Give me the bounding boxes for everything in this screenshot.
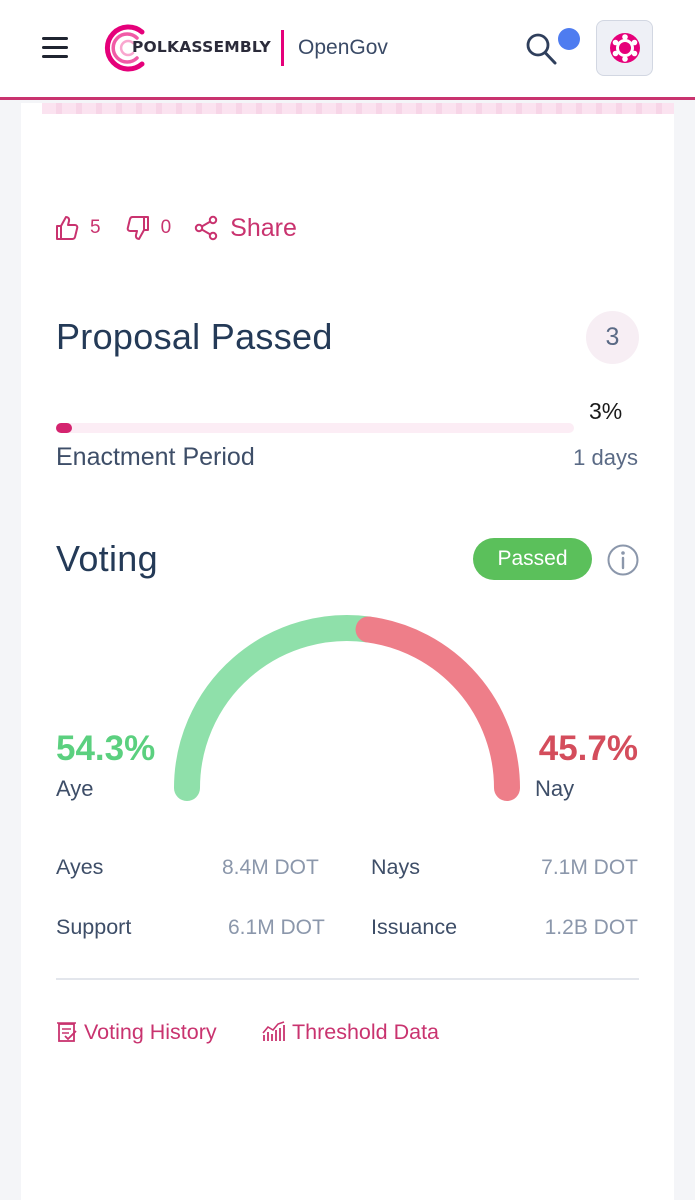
nay-percent: 45.7% (538, 729, 638, 768)
enactment-progress-fill (56, 423, 72, 433)
brand-divider (281, 30, 284, 66)
enactment-progress-bar (56, 423, 574, 433)
voting-history-link[interactable]: Voting History (56, 1018, 217, 1046)
polkassembly-logo-icon[interactable] (102, 22, 152, 74)
nay-label: Nay (535, 776, 575, 801)
enactment-period-days: 1 days (573, 445, 638, 470)
ayes-value: 8.4M DOT (222, 856, 319, 879)
network-selector-button[interactable] (596, 20, 653, 76)
sub-brand-label: OpenGov (298, 36, 388, 59)
ayes-label: Ayes (56, 855, 104, 879)
vote-gauge (174, 615, 520, 801)
thumbs-down-icon (126, 216, 149, 240)
like-button[interactable]: 5 (55, 215, 101, 241)
status-count-badge: 3 (586, 311, 639, 364)
aye-percent: 54.3% (56, 729, 156, 768)
voting-history-label: Voting History (84, 1019, 217, 1044)
voting-status-badge: Passed (473, 538, 592, 580)
search-icon[interactable] (524, 30, 558, 66)
proposal-status-title: Proposal Passed (56, 316, 333, 357)
polkadot-network-icon (609, 33, 640, 63)
nays-value: 7.1M DOT (541, 856, 638, 879)
like-count: 5 (90, 217, 101, 238)
reactions-bar: 5 0 Share (55, 213, 297, 243)
issuance-value: 1.2B DOT (544, 916, 638, 939)
decorative-strip (42, 103, 674, 114)
menu-icon[interactable] (42, 37, 68, 59)
notification-dot (558, 28, 580, 50)
nays-label: Nays (371, 855, 420, 879)
dislike-button[interactable]: 0 (126, 215, 172, 241)
threshold-data-link[interactable]: Threshold Data (262, 1018, 439, 1046)
support-label: Support (56, 915, 132, 939)
issuance-label: Issuance (371, 915, 458, 939)
enactment-period-label: Enactment Period (56, 443, 255, 471)
threshold-data-label: Threshold Data (292, 1019, 439, 1044)
support-value: 6.1M DOT (228, 916, 325, 939)
nay-arc (355, 616, 520, 801)
share-button[interactable]: Share (194, 214, 297, 243)
threshold-chart-icon (262, 1021, 285, 1041)
aye-arc (174, 615, 382, 801)
share-label: Share (230, 213, 297, 242)
enactment-progress-percent: 3% (589, 398, 623, 424)
info-icon[interactable] (606, 543, 640, 577)
brand-name: POLKASSEMBLY (132, 38, 271, 56)
voting-title: Voting (56, 538, 158, 579)
share-icon (194, 215, 218, 241)
aye-label: Aye (56, 776, 94, 801)
voting-history-icon (57, 1022, 77, 1042)
proposal-sidebar-card: 5 0 Share Proposal Passed 3 3% Enactment… (21, 103, 674, 1200)
top-nav-bar: POLKASSEMBLY OpenGov (0, 0, 695, 100)
thumbs-up-icon (56, 216, 79, 240)
section-divider (56, 978, 639, 980)
dislike-count: 0 (160, 217, 172, 238)
